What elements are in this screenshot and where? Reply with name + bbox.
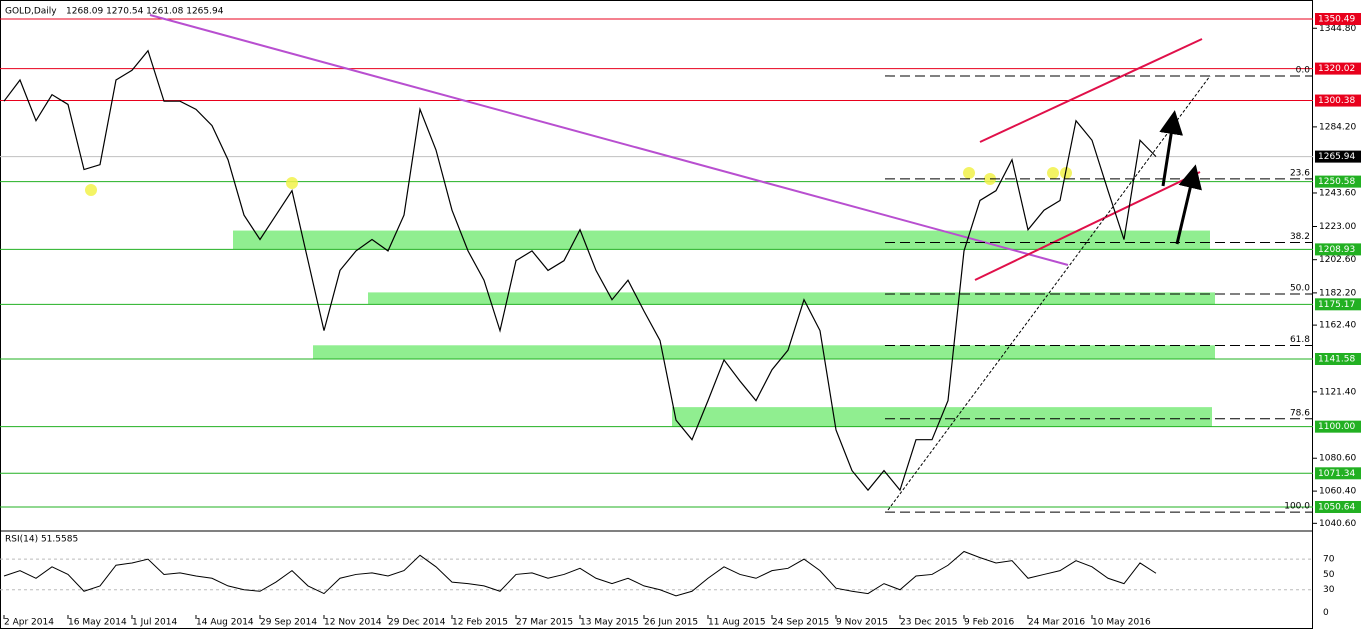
x-tick-label: 24 Mar 2016 <box>1028 618 1085 628</box>
rsi-tick-label: 70 <box>1323 555 1335 565</box>
price-line <box>3 49 1157 492</box>
level-label: 1320.02 <box>1318 64 1355 74</box>
channel-bottom <box>974 171 1201 281</box>
level-label: 1050.64 <box>1318 502 1355 512</box>
x-tick-label: 9 Feb 2016 <box>964 618 1015 628</box>
support-zone <box>313 345 1215 359</box>
y-tick-label: 1060.40 <box>1319 487 1356 497</box>
x-tick-label: 26 Jun 2015 <box>644 618 698 628</box>
y-tick-label: 1344.80 <box>1319 24 1356 34</box>
x-tick-label: 9 Nov 2015 <box>836 618 888 628</box>
rsi-tick-label: 50 <box>1323 570 1335 580</box>
x-tick-label: 1 Jul 2014 <box>132 618 177 628</box>
chart-title: GOLD,Daily <box>5 7 57 17</box>
x-tick-label: 29 Sep 2014 <box>260 618 317 628</box>
level-label-bg <box>1315 467 1361 480</box>
y-tick-label: 1182.20 <box>1319 288 1356 298</box>
level-label: 1141.58 <box>1318 354 1355 364</box>
y-tick-label: 1202.60 <box>1319 255 1356 265</box>
level-label: 1250.58 <box>1318 177 1355 187</box>
y-tick-label: 1040.60 <box>1319 519 1356 529</box>
channel-top <box>979 38 1203 143</box>
x-tick-label: 29 Dec 2014 <box>388 618 446 628</box>
rsi-tick-label: 30 <box>1323 585 1335 595</box>
level-label: 1300.38 <box>1318 96 1355 106</box>
level-label: 1350.49 <box>1318 15 1355 25</box>
support-zone <box>368 292 1215 305</box>
level-label-bg <box>1315 150 1361 163</box>
fib-label: 61.8 <box>1290 335 1310 345</box>
y-tick-label: 1223.00 <box>1319 222 1356 232</box>
fib-label: 100.0 <box>1284 502 1310 512</box>
level-label-bg <box>1315 13 1361 26</box>
level-label: 1265.94 <box>1318 152 1355 162</box>
highlight <box>85 184 97 196</box>
level-label: 1071.34 <box>1318 469 1355 479</box>
x-tick-label: 13 May 2015 <box>580 618 639 628</box>
level-label-bg <box>1315 62 1361 75</box>
y-tick-label: 1162.40 <box>1319 321 1356 331</box>
level-label: 1208.93 <box>1318 245 1355 255</box>
x-tick-label: 12 Nov 2014 <box>324 618 382 628</box>
support-zone <box>233 230 1210 250</box>
level-label-bg <box>1315 420 1361 433</box>
level-label-bg <box>1315 94 1361 107</box>
highlight <box>963 167 975 179</box>
support-zone <box>672 407 1212 427</box>
fib-label: 0.0 <box>1296 65 1311 75</box>
y-tick-label: 1284.20 <box>1319 122 1356 132</box>
fib-label: 38.2 <box>1290 232 1310 242</box>
x-tick-label: 24 Sep 2015 <box>772 618 829 628</box>
level-label-bg <box>1315 243 1361 256</box>
rsi-tick-label: 0 <box>1323 608 1329 618</box>
x-tick-label: 2 Apr 2014 <box>4 618 54 628</box>
level-label-bg <box>1315 352 1361 365</box>
x-tick-label: 11 Aug 2015 <box>708 618 766 628</box>
level-label: 1100.00 <box>1318 422 1355 432</box>
x-tick-label: 23 Dec 2015 <box>900 618 958 628</box>
rsi-line <box>3 550 1157 597</box>
highlight <box>286 177 298 189</box>
highlight <box>1047 167 1059 179</box>
level-label-bg <box>1315 500 1361 513</box>
y-tick-label: 1243.60 <box>1319 188 1356 198</box>
level-label: 1175.17 <box>1318 300 1355 310</box>
x-tick-label: 10 May 2016 <box>1092 618 1151 628</box>
y-tick-label: 1080.60 <box>1319 454 1356 464</box>
level-label-bg <box>1315 298 1361 311</box>
x-tick-label: 16 May 2014 <box>68 618 127 628</box>
x-tick-label: 14 Aug 2014 <box>196 618 254 628</box>
fib-label: 23.6 <box>1290 168 1310 178</box>
arrow <box>1175 164 1202 245</box>
rsi-title: RSI(14) 51.5585 <box>5 535 78 545</box>
fib-label: 50.0 <box>1290 284 1310 294</box>
level-label-bg <box>1315 175 1361 188</box>
y-tick-label: 1121.40 <box>1319 387 1356 397</box>
fib-label: 78.6 <box>1290 408 1310 418</box>
x-tick-label: 27 Mar 2015 <box>516 618 573 628</box>
ohlc-text: 1268.09 1270.54 1261.08 1265.94 <box>66 7 224 17</box>
trendline <box>149 14 1069 266</box>
fib-diagonal <box>887 75 1211 511</box>
frame <box>0 0 1313 629</box>
arrow <box>1159 110 1184 187</box>
x-tick-label: 12 Feb 2015 <box>452 618 508 628</box>
